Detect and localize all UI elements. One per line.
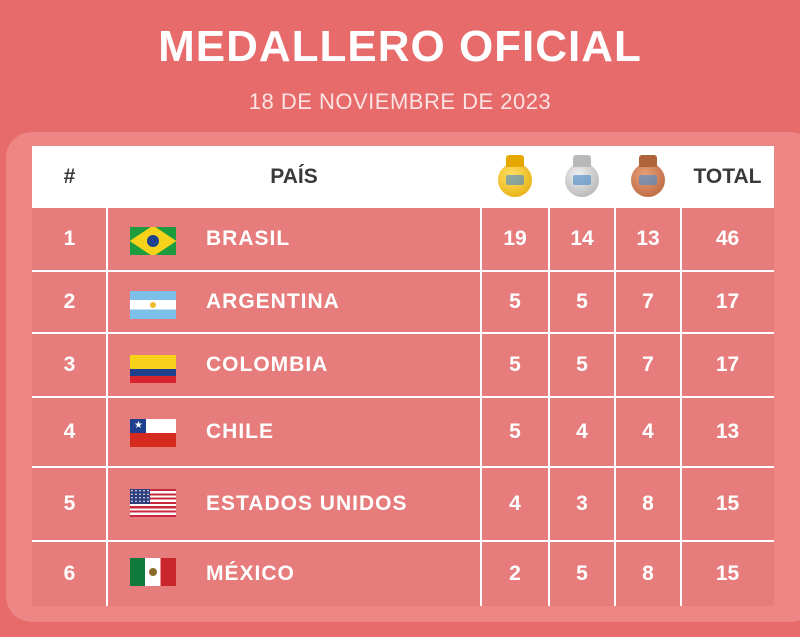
header-gold xyxy=(481,146,549,208)
flag-mexico-icon xyxy=(130,558,176,586)
row-total: 46 xyxy=(715,227,740,250)
column-divider xyxy=(106,208,108,606)
row-bronze: 7 xyxy=(642,353,654,376)
row-rank: 2 xyxy=(63,290,76,313)
row-total: 13 xyxy=(715,420,740,443)
row-total: 17 xyxy=(715,353,740,376)
row-total: 15 xyxy=(715,492,740,515)
row-rank: 3 xyxy=(63,353,76,376)
row-silver: 14 xyxy=(570,227,594,250)
table-row: 4 ★ CHILE 5 4 4 13 xyxy=(32,396,774,466)
table-header: # PAÍS TOTAL xyxy=(32,146,774,208)
row-gold: 5 xyxy=(509,353,521,376)
row-silver: 3 xyxy=(576,492,588,515)
flag-usa-icon xyxy=(130,489,176,517)
row-rank: 6 xyxy=(63,562,76,585)
row-total: 17 xyxy=(715,290,740,313)
row-rank: 5 xyxy=(63,492,76,515)
row-silver: 4 xyxy=(576,420,588,443)
row-rank: 4 xyxy=(63,420,76,443)
header-rank: # xyxy=(63,165,76,188)
flag-brazil-icon xyxy=(130,227,176,255)
row-total: 15 xyxy=(715,562,740,585)
table-row: 3 COLOMBIA 5 5 7 17 xyxy=(32,332,774,396)
row-bronze: 7 xyxy=(642,290,654,313)
header-bronze xyxy=(615,146,681,208)
column-divider xyxy=(548,208,550,606)
row-country: COLOMBIA xyxy=(206,353,329,376)
row-silver: 5 xyxy=(576,353,588,376)
row-silver: 5 xyxy=(576,562,588,585)
row-country: BRASIL xyxy=(206,227,291,250)
header-silver xyxy=(549,146,615,208)
row-country: ARGENTINA xyxy=(206,290,340,313)
row-gold: 19 xyxy=(503,227,527,250)
row-bronze: 8 xyxy=(642,492,654,515)
row-country: MÉXICO xyxy=(206,562,295,585)
row-silver: 5 xyxy=(576,290,588,313)
table-row: 2 ARGENTINA 5 5 7 17 xyxy=(32,270,774,332)
table-row: 1 BRASIL 19 14 13 46 xyxy=(32,208,774,270)
flag-colombia-icon xyxy=(130,355,176,383)
gold-medal-icon xyxy=(497,155,533,197)
column-divider xyxy=(680,208,682,606)
table-row: 5 ESTADOS UNIDOS 4 3 8 15 xyxy=(32,466,774,540)
bronze-medal-icon xyxy=(630,155,666,197)
header-total: TOTAL xyxy=(693,165,762,188)
row-bronze: 13 xyxy=(636,227,660,250)
flag-argentina-icon xyxy=(130,291,176,319)
row-gold: 4 xyxy=(509,492,521,515)
row-gold: 5 xyxy=(509,290,521,313)
row-country: CHILE xyxy=(206,420,274,443)
row-country: ESTADOS UNIDOS xyxy=(206,492,408,515)
row-bronze: 8 xyxy=(642,562,654,585)
page-title: MEDALLERO OFICIAL xyxy=(158,22,642,71)
row-rank: 1 xyxy=(63,227,76,250)
column-divider xyxy=(614,208,616,606)
row-gold: 2 xyxy=(509,562,521,585)
row-gold: 5 xyxy=(509,420,521,443)
table-row: 6 MÉXICO 2 5 8 15 xyxy=(32,540,774,606)
header-country: PAÍS xyxy=(270,165,318,188)
flag-chile-icon: ★ xyxy=(130,419,176,447)
column-divider xyxy=(480,208,482,606)
row-bronze: 4 xyxy=(642,420,654,443)
silver-medal-icon xyxy=(564,155,600,197)
page-date: 18 DE NOVIEMBRE DE 2023 xyxy=(248,89,552,114)
